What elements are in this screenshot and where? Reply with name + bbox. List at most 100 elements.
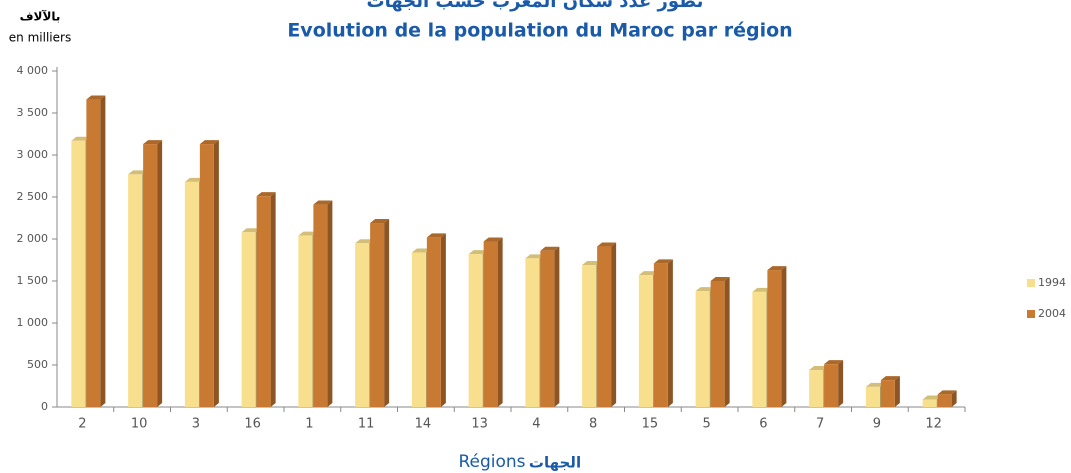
bar-top bbox=[483, 237, 503, 242]
x-tick-label: 3 bbox=[192, 417, 200, 432]
y-tick-label: 1 000 bbox=[17, 316, 49, 329]
bar-top bbox=[199, 140, 219, 145]
bar-side bbox=[213, 140, 219, 407]
bar bbox=[525, 258, 540, 407]
bar-top bbox=[313, 200, 333, 205]
x-tick-label: 9 bbox=[873, 417, 881, 432]
chart-title-ar: تطور عدد سكان المغرب حسب الجهات bbox=[367, 0, 704, 12]
bar-side bbox=[327, 200, 333, 407]
x-tick-label: 5 bbox=[702, 417, 710, 432]
y-tick-label: 2 000 bbox=[17, 232, 49, 245]
y-tick-label: 0 bbox=[41, 400, 48, 413]
bar bbox=[865, 386, 880, 407]
bar bbox=[638, 275, 653, 407]
legend-label: 1994 bbox=[1038, 276, 1066, 289]
x-tick-label: 11 bbox=[358, 417, 375, 432]
x-tick-label: 12 bbox=[925, 417, 942, 432]
bar bbox=[922, 399, 937, 407]
bar bbox=[483, 241, 498, 407]
bar-top bbox=[298, 231, 318, 236]
bar-top bbox=[710, 277, 730, 281]
bar-top bbox=[71, 136, 91, 141]
bar bbox=[937, 394, 952, 407]
bar-side bbox=[951, 390, 957, 407]
bar bbox=[71, 140, 86, 407]
bar bbox=[256, 196, 271, 407]
bar bbox=[710, 281, 725, 407]
bar bbox=[752, 291, 767, 407]
bar-top bbox=[256, 192, 276, 197]
x-tick-label: 14 bbox=[415, 417, 432, 432]
bar-top bbox=[143, 140, 163, 145]
bar-top bbox=[355, 239, 375, 244]
bar-side bbox=[894, 376, 900, 407]
x-axis-label-ar: الجهات bbox=[529, 454, 581, 472]
bar-top bbox=[937, 390, 957, 395]
x-tick-label: 8 bbox=[589, 417, 597, 432]
bar-top bbox=[865, 382, 885, 387]
bar-top bbox=[241, 228, 261, 233]
bar-side bbox=[724, 277, 730, 407]
x-tick-label: 15 bbox=[642, 417, 659, 432]
bar-side bbox=[497, 237, 503, 407]
bar-top bbox=[880, 376, 900, 381]
legend-swatch bbox=[1027, 310, 1035, 318]
bar bbox=[695, 291, 710, 407]
y-tick-label: 4 000 bbox=[17, 64, 49, 77]
bar bbox=[128, 174, 143, 407]
y-tick-label: 3 500 bbox=[17, 106, 49, 119]
bar-top bbox=[922, 395, 942, 400]
bar bbox=[468, 254, 483, 407]
bar bbox=[426, 237, 441, 407]
bar-side bbox=[781, 266, 787, 407]
bar-top bbox=[540, 246, 560, 251]
bar-side bbox=[838, 360, 844, 407]
bar bbox=[298, 235, 313, 407]
bar bbox=[824, 364, 839, 407]
bar bbox=[313, 204, 328, 407]
x-tick-label: 4 bbox=[532, 417, 540, 432]
bar bbox=[411, 252, 426, 407]
bar-top bbox=[370, 219, 390, 224]
bar-side bbox=[100, 95, 106, 407]
bar-side bbox=[667, 259, 673, 407]
y-tick-label: 500 bbox=[27, 358, 48, 371]
bar-top bbox=[426, 233, 446, 238]
legend-swatch bbox=[1027, 279, 1035, 287]
bar bbox=[809, 370, 824, 407]
bar-top bbox=[752, 287, 772, 292]
x-axis-label: Régions bbox=[458, 452, 525, 472]
x-tick-label: 7 bbox=[816, 417, 824, 432]
bar bbox=[767, 270, 782, 407]
bar-top bbox=[582, 261, 602, 266]
bar-top bbox=[468, 250, 488, 255]
bar bbox=[143, 144, 158, 407]
x-tick-label: 1 bbox=[305, 417, 313, 432]
bar-side bbox=[157, 140, 163, 407]
bar bbox=[241, 232, 256, 407]
legend-label: 2004 bbox=[1038, 307, 1066, 320]
bar-top bbox=[809, 366, 829, 371]
bar bbox=[653, 263, 668, 407]
y-tick-label: 3 000 bbox=[17, 148, 49, 161]
bar-top bbox=[128, 170, 148, 175]
bar-top bbox=[695, 287, 715, 292]
bar-top bbox=[767, 266, 787, 271]
bar-top bbox=[638, 271, 658, 276]
bar-top bbox=[86, 95, 106, 100]
chart-title: Evolution de la population du Maroc par … bbox=[287, 20, 792, 42]
bar-side bbox=[384, 219, 390, 407]
x-tick-label: 16 bbox=[244, 417, 261, 432]
x-tick-label: 6 bbox=[759, 417, 767, 432]
bar bbox=[370, 223, 385, 407]
bar-side bbox=[270, 192, 276, 407]
bar-top bbox=[184, 177, 204, 182]
bar-top bbox=[824, 360, 844, 365]
x-tick-label: 2 bbox=[78, 417, 86, 432]
unit-label: en milliers bbox=[9, 31, 71, 45]
bar bbox=[597, 246, 612, 407]
y-tick-label: 2 500 bbox=[17, 190, 49, 203]
bar bbox=[880, 380, 895, 407]
x-tick-label: 13 bbox=[471, 417, 488, 432]
